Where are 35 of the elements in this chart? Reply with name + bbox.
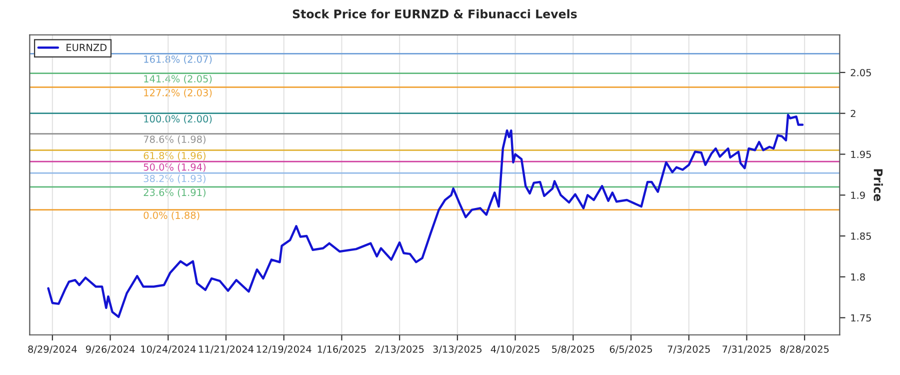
ref-line-label: 100.0% (2.00) bbox=[144, 114, 212, 124]
x-tick-label: 12/19/2024 bbox=[256, 345, 312, 354]
y-tick-label: 1.95 bbox=[851, 150, 871, 158]
ref-line-label: 141.4% (2.05) bbox=[144, 74, 212, 84]
x-tick-label: 1/16/2025 bbox=[318, 345, 366, 354]
chart-title: Stock Price for EURNZD & Fibunacci Levels bbox=[292, 9, 577, 18]
x-tick-label: 2/13/2025 bbox=[375, 345, 424, 354]
x-tick-label: 7/31/2025 bbox=[722, 345, 771, 354]
x-tick-label: 5/8/2025 bbox=[552, 345, 594, 354]
y-tick-label: 1.9 bbox=[851, 192, 865, 199]
ref-line-label: 0.0% (1.88) bbox=[144, 211, 200, 220]
y-tick-label: 1.85 bbox=[851, 232, 871, 240]
ref-line-label: 78.6% (1.98) bbox=[144, 135, 206, 144]
ref-line-label: 38.2% (1.93) bbox=[144, 174, 206, 184]
x-tick-label: 4/10/2025 bbox=[490, 345, 540, 354]
y-tick-label: 1.75 bbox=[851, 314, 871, 322]
x-tick-label: 9/26/2024 bbox=[86, 345, 135, 354]
ref-line-label: 61.8% (1.96) bbox=[144, 152, 206, 160]
x-tick-label: 7/3/2025 bbox=[668, 345, 710, 354]
ref-line-label: 50.0% (1.94) bbox=[144, 163, 206, 172]
x-tick-label: 6/5/2025 bbox=[610, 345, 652, 354]
x-tick-label: 8/29/2024 bbox=[28, 345, 77, 354]
x-tick-label: 10/24/2024 bbox=[141, 345, 196, 354]
x-tick-label: 11/21/2024 bbox=[199, 345, 254, 354]
y-axis-title: Price bbox=[874, 169, 883, 202]
line-series bbox=[47, 114, 804, 318]
x-tick-label: 3/13/2025 bbox=[433, 345, 482, 354]
y-tick-label: 1.8 bbox=[851, 273, 865, 281]
ref-line-label: 127.2% (2.03) bbox=[144, 88, 212, 98]
y-tick-label: 2.05 bbox=[850, 68, 871, 76]
x-tick-label: 8/28/2025 bbox=[780, 345, 829, 354]
y-tick-label: 2 bbox=[850, 110, 856, 118]
ref-line-label: 23.6% (1.91) bbox=[144, 188, 206, 198]
ref-line-label: 161.8% (2.07) bbox=[144, 55, 212, 64]
legend-label: EURNZD bbox=[66, 44, 107, 52]
